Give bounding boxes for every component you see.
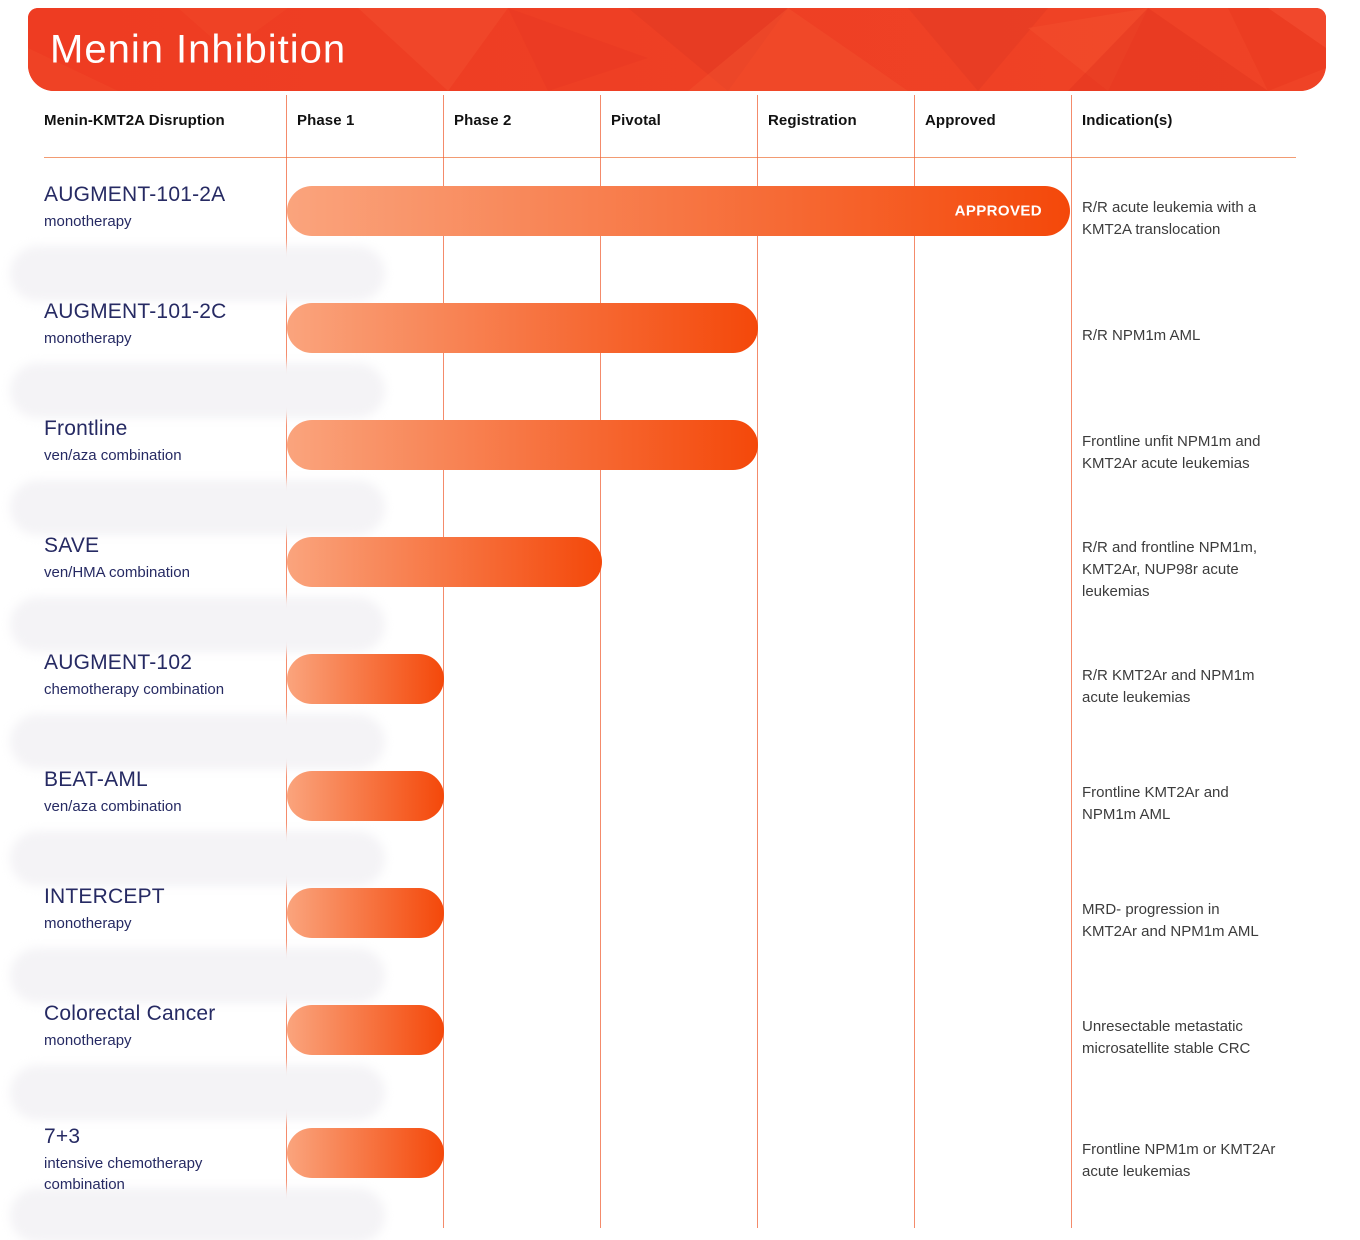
indication-text: Frontline KMT2Ar and NPM1m AML: [1082, 784, 1229, 823]
program-modality: monotherapy: [44, 1032, 132, 1049]
ghost-pill: [10, 246, 385, 301]
program-modality: monotherapy: [44, 213, 132, 230]
stage-column-divider: [1071, 95, 1072, 1228]
indication-text: Unresectable metastatic microsatellite s…: [1082, 1018, 1251, 1057]
program-modality: ven/aza combination: [44, 798, 182, 815]
indication-text: R/R KMT2Ar and NPM1m acute leukemias: [1082, 667, 1255, 706]
program-modality: monotherapy: [44, 330, 132, 347]
program-modality: chemotherapy combination: [44, 681, 225, 698]
program-label: BEAT-AML ven/aza combination: [44, 767, 239, 817]
indication-text: MRD- progression in KMT2Ar and NPM1m AML: [1082, 901, 1259, 940]
stage-progress-bar: APPROVED: [287, 186, 1070, 236]
program-modality: ven/HMA combination: [44, 564, 190, 581]
stage-progress-bar: [287, 1005, 444, 1055]
stage-progress-bar: [287, 303, 758, 353]
program-modality: intensive chemotherapy combination: [44, 1155, 203, 1193]
banner-facet-decoration: [28, 8, 1326, 91]
column-header-indication-s: Indication(s): [1082, 112, 1173, 129]
program-name: AUGMENT-101-2A: [44, 183, 226, 206]
column-header-menin-kmt2a-disruption: Menin-KMT2A Disruption: [44, 112, 225, 129]
program-name: INTERCEPT: [44, 885, 165, 908]
stage-column-divider: [286, 95, 287, 1228]
stage-column-divider: [600, 95, 601, 1228]
ghost-pill: [10, 714, 385, 769]
indication-text: Frontline unfit NPM1m and KMT2Ar acute l…: [1082, 433, 1261, 472]
program-name: SAVE: [44, 534, 100, 557]
program-name: 7+3: [44, 1125, 81, 1148]
stage-progress-bar: [287, 771, 444, 821]
column-header-phase-1: Phase 1: [297, 112, 355, 129]
stage-progress-bar: [287, 537, 602, 587]
indication-text: Frontline NPM1m or KMT2Ar acute leukemia…: [1082, 1141, 1276, 1180]
program-label: AUGMENT-102 chemotherapy combination: [44, 650, 239, 700]
stage-progress-bar: [287, 420, 758, 470]
page-title: Menin Inhibition: [50, 27, 347, 71]
program-name: BEAT-AML: [44, 768, 148, 791]
column-header-pivotal: Pivotal: [611, 112, 661, 129]
column-header-registration: Registration: [768, 112, 857, 129]
program-label: INTERCEPT monotherapy: [44, 884, 239, 934]
program-label: AUGMENT-101-2A monotherapy: [44, 182, 239, 232]
ghost-pill: [10, 831, 385, 886]
program-name: AUGMENT-102: [44, 651, 193, 674]
program-modality: ven/aza combination: [44, 447, 182, 464]
indication-text: R/R NPM1m AML: [1082, 327, 1201, 344]
stage-column-divider: [757, 95, 758, 1228]
program-modality: monotherapy: [44, 915, 132, 932]
approved-badge: APPROVED: [954, 202, 1042, 220]
stage-column-divider: [443, 95, 444, 1228]
indication-text: R/R and frontline NPM1m, KMT2Ar, NUP98r …: [1082, 539, 1258, 600]
stage-progress-bar: [287, 1128, 444, 1178]
program-label: Frontline ven/aza combination: [44, 416, 239, 466]
program-label: AUGMENT-101-2C monotherapy: [44, 299, 239, 349]
header-banner: Menin Inhibition: [28, 8, 1326, 91]
program-name: Colorectal Cancer: [44, 1002, 216, 1025]
program-label: SAVE ven/HMA combination: [44, 533, 239, 583]
ghost-pill: [10, 597, 385, 652]
indication-text: R/R acute leukemia with a KMT2A transloc…: [1082, 199, 1257, 238]
ghost-pill: [10, 1065, 385, 1120]
stage-column-divider: [914, 95, 915, 1228]
header-divider: [44, 157, 1296, 158]
program-name: Frontline: [44, 417, 128, 440]
ghost-pill: [10, 480, 385, 535]
program-label: 7+3 intensive chemotherapy combination: [44, 1124, 239, 1195]
stage-progress-bar: [287, 888, 444, 938]
column-header-phase-2: Phase 2: [454, 112, 512, 129]
program-label: Colorectal Cancer monotherapy: [44, 1001, 239, 1051]
stage-progress-bar: [287, 654, 444, 704]
ghost-pill: [10, 948, 385, 1003]
column-header-approved: Approved: [925, 112, 996, 129]
ghost-pill: [10, 1188, 385, 1240]
ghost-pill: [10, 363, 385, 418]
program-name: AUGMENT-101-2C: [44, 300, 227, 323]
